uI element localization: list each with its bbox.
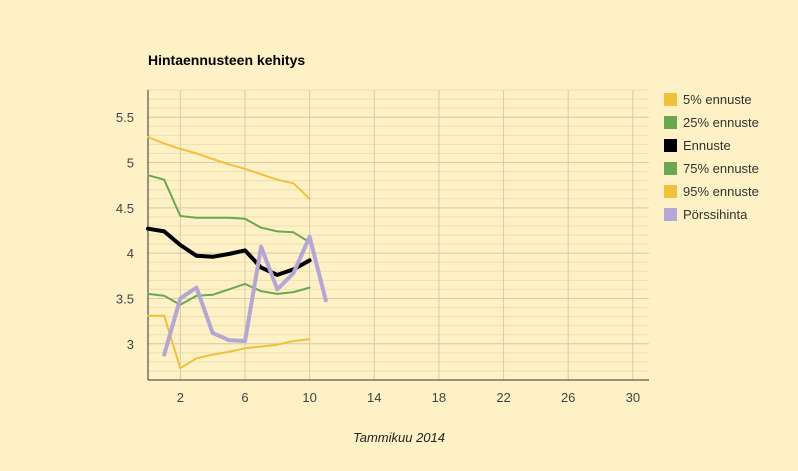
legend-swatch [664, 116, 677, 129]
legend-swatch [664, 185, 677, 198]
legend-item: Ennuste [664, 134, 759, 157]
y-tick-label: 5 [127, 156, 134, 171]
legend-item: 25% ennuste [664, 111, 759, 134]
x-tick-label: 18 [432, 390, 446, 405]
legend-item: Pörssihinta [664, 203, 759, 226]
legend-label: 25% ennuste [683, 115, 759, 130]
x-tick-label: 30 [626, 390, 640, 405]
x-tick-label: 26 [561, 390, 575, 405]
legend-swatch [664, 208, 677, 221]
legend: 5% ennuste 25% ennuste Ennuste 75% ennuste 9… [664, 88, 759, 226]
legend-label: Ennuste [683, 138, 731, 153]
chart-title: Hintaennusteen kehitys [148, 52, 305, 68]
x-tick-label: 14 [367, 390, 381, 405]
grid [148, 89, 649, 381]
x-tick-label: 6 [241, 390, 248, 405]
series-line-0 [147, 314, 311, 370]
y-tick-label: 4 [127, 246, 134, 261]
x-tick-label: 2 [177, 390, 184, 405]
y-tick-label: 4.5 [116, 201, 134, 216]
legend-label: 5% ennuste [683, 92, 752, 107]
legend-swatch [664, 139, 677, 152]
y-tick-label: 5.5 [116, 110, 134, 125]
x-axis-label: Tammikuu 2014 [353, 430, 445, 445]
series-line-2 [146, 226, 312, 277]
y-tick-label: 3 [127, 337, 134, 352]
series-lines [146, 136, 328, 370]
legend-label: 95% ennuste [683, 184, 759, 199]
x-tick-label: 10 [302, 390, 316, 405]
legend-swatch [664, 162, 677, 175]
legend-swatch [664, 93, 677, 106]
series-line-1 [147, 282, 311, 306]
axes: 33.544.555.52 6 10 14 18 22 26 30 [116, 90, 649, 405]
series-line-5 [162, 234, 328, 357]
legend-item: 95% ennuste [664, 180, 759, 203]
legend-item: 5% ennuste [664, 88, 759, 111]
series-line-3 [147, 174, 311, 244]
series-line-4 [147, 136, 311, 200]
legend-label: 75% ennuste [683, 161, 759, 176]
x-tick-label: 22 [496, 390, 510, 405]
legend-item: 75% ennuste [664, 157, 759, 180]
y-tick-label: 3.5 [116, 291, 134, 306]
legend-label: Pörssihinta [683, 207, 748, 222]
